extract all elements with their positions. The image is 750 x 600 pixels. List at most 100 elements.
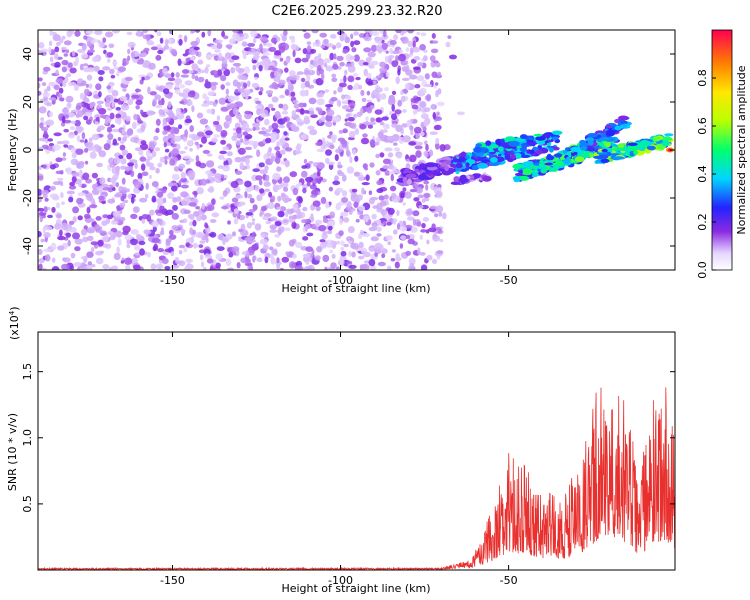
noise-blob xyxy=(126,129,133,136)
noise-blob xyxy=(349,130,356,138)
noise-blob xyxy=(189,125,194,133)
noise-blob xyxy=(113,157,121,165)
noise-blob xyxy=(124,166,131,172)
noise-blob xyxy=(49,164,56,170)
noise-blob xyxy=(405,224,413,229)
noise-blob xyxy=(283,186,289,192)
noise-blob xyxy=(86,41,92,47)
noise-blob xyxy=(209,219,217,223)
noise-blob xyxy=(395,55,399,62)
noise-blob xyxy=(413,56,421,61)
noise-blob xyxy=(232,251,237,256)
noise-blob xyxy=(345,149,350,157)
noise-blob xyxy=(147,86,151,95)
noise-blob xyxy=(168,92,173,96)
noise-blob xyxy=(301,57,309,63)
noise-blob xyxy=(65,49,70,54)
noise-blob xyxy=(55,157,63,163)
noise-blob xyxy=(107,231,115,236)
echo-blob xyxy=(639,139,650,146)
noise-blob xyxy=(256,108,261,116)
echo-blob xyxy=(612,156,625,160)
echo-blob xyxy=(622,123,627,129)
noise-blob xyxy=(279,267,285,270)
noise-blob xyxy=(357,205,366,212)
noise-blob xyxy=(377,261,386,267)
noise-blob xyxy=(218,39,223,43)
noise-blob xyxy=(164,39,169,46)
noise-blob xyxy=(210,70,219,76)
noise-blob xyxy=(67,62,73,69)
noise-blob xyxy=(294,57,302,64)
noise-blob xyxy=(395,253,400,260)
noise-blob xyxy=(139,79,144,85)
noise-blob xyxy=(188,48,197,56)
noise-blob xyxy=(204,231,209,238)
noise-blob xyxy=(199,118,208,125)
noise-blob xyxy=(331,73,337,78)
noise-blob xyxy=(68,196,74,203)
echo-blob xyxy=(482,175,492,182)
noise-blob xyxy=(135,99,143,106)
x-tick-label: -100 xyxy=(328,574,353,587)
noise-blob xyxy=(38,263,43,270)
noise-blob xyxy=(300,82,306,89)
noise-blob xyxy=(213,134,221,138)
noise-blob xyxy=(414,184,419,189)
noise-blob xyxy=(126,243,131,249)
noise-blob xyxy=(344,36,351,44)
noise-blob xyxy=(426,93,432,102)
noise-blob xyxy=(413,197,420,202)
noise-blob xyxy=(71,172,80,177)
noise-blob xyxy=(337,86,343,93)
noise-blob xyxy=(349,105,355,110)
noise-blob xyxy=(185,237,193,244)
noise-blob xyxy=(201,136,207,144)
noise-blob xyxy=(149,166,156,171)
noise-blob xyxy=(361,182,370,186)
noise-blob xyxy=(151,220,160,228)
noise-blob xyxy=(168,38,173,44)
noise-blob xyxy=(86,251,94,258)
noise-blob xyxy=(394,261,400,269)
colorbar-tick-label: 0.0 xyxy=(696,261,709,279)
noise-blob xyxy=(71,50,76,57)
noise-blob xyxy=(180,177,188,183)
echo-blob xyxy=(402,176,408,183)
noise-blob xyxy=(356,111,362,118)
noise-blob xyxy=(143,47,150,52)
noise-blob xyxy=(376,180,383,186)
noise-blob xyxy=(378,195,385,201)
noise-blob xyxy=(87,261,93,266)
noise-blob xyxy=(423,192,431,199)
noise-blob xyxy=(358,255,365,260)
noise-blob xyxy=(188,202,197,207)
noise-blob xyxy=(405,47,410,52)
noise-blob xyxy=(67,81,77,87)
noise-blob xyxy=(47,214,53,219)
noise-blob xyxy=(265,137,272,144)
noise-blob xyxy=(381,42,388,50)
noise-blob xyxy=(309,184,317,190)
noise-blob xyxy=(60,222,69,231)
noise-blob xyxy=(277,228,282,236)
noise-blob xyxy=(314,255,321,261)
noise-blob xyxy=(289,171,298,178)
noise-blob xyxy=(412,218,417,226)
noise-blob xyxy=(61,46,67,50)
noise-blob xyxy=(149,91,157,96)
noise-blob xyxy=(42,164,47,169)
noise-blob xyxy=(157,248,165,253)
noise-blob xyxy=(303,102,307,108)
noise-blob xyxy=(145,182,149,190)
noise-blob xyxy=(220,130,228,137)
noise-blob xyxy=(62,80,67,88)
noise-blob xyxy=(167,77,176,82)
noise-blob xyxy=(276,36,281,42)
echo-blob xyxy=(484,149,489,153)
noise-blob xyxy=(402,187,407,192)
noise-blob xyxy=(229,103,237,109)
y-tick-label: 0.5 xyxy=(21,495,34,513)
noise-blob xyxy=(79,139,85,143)
noise-blob xyxy=(326,242,334,248)
